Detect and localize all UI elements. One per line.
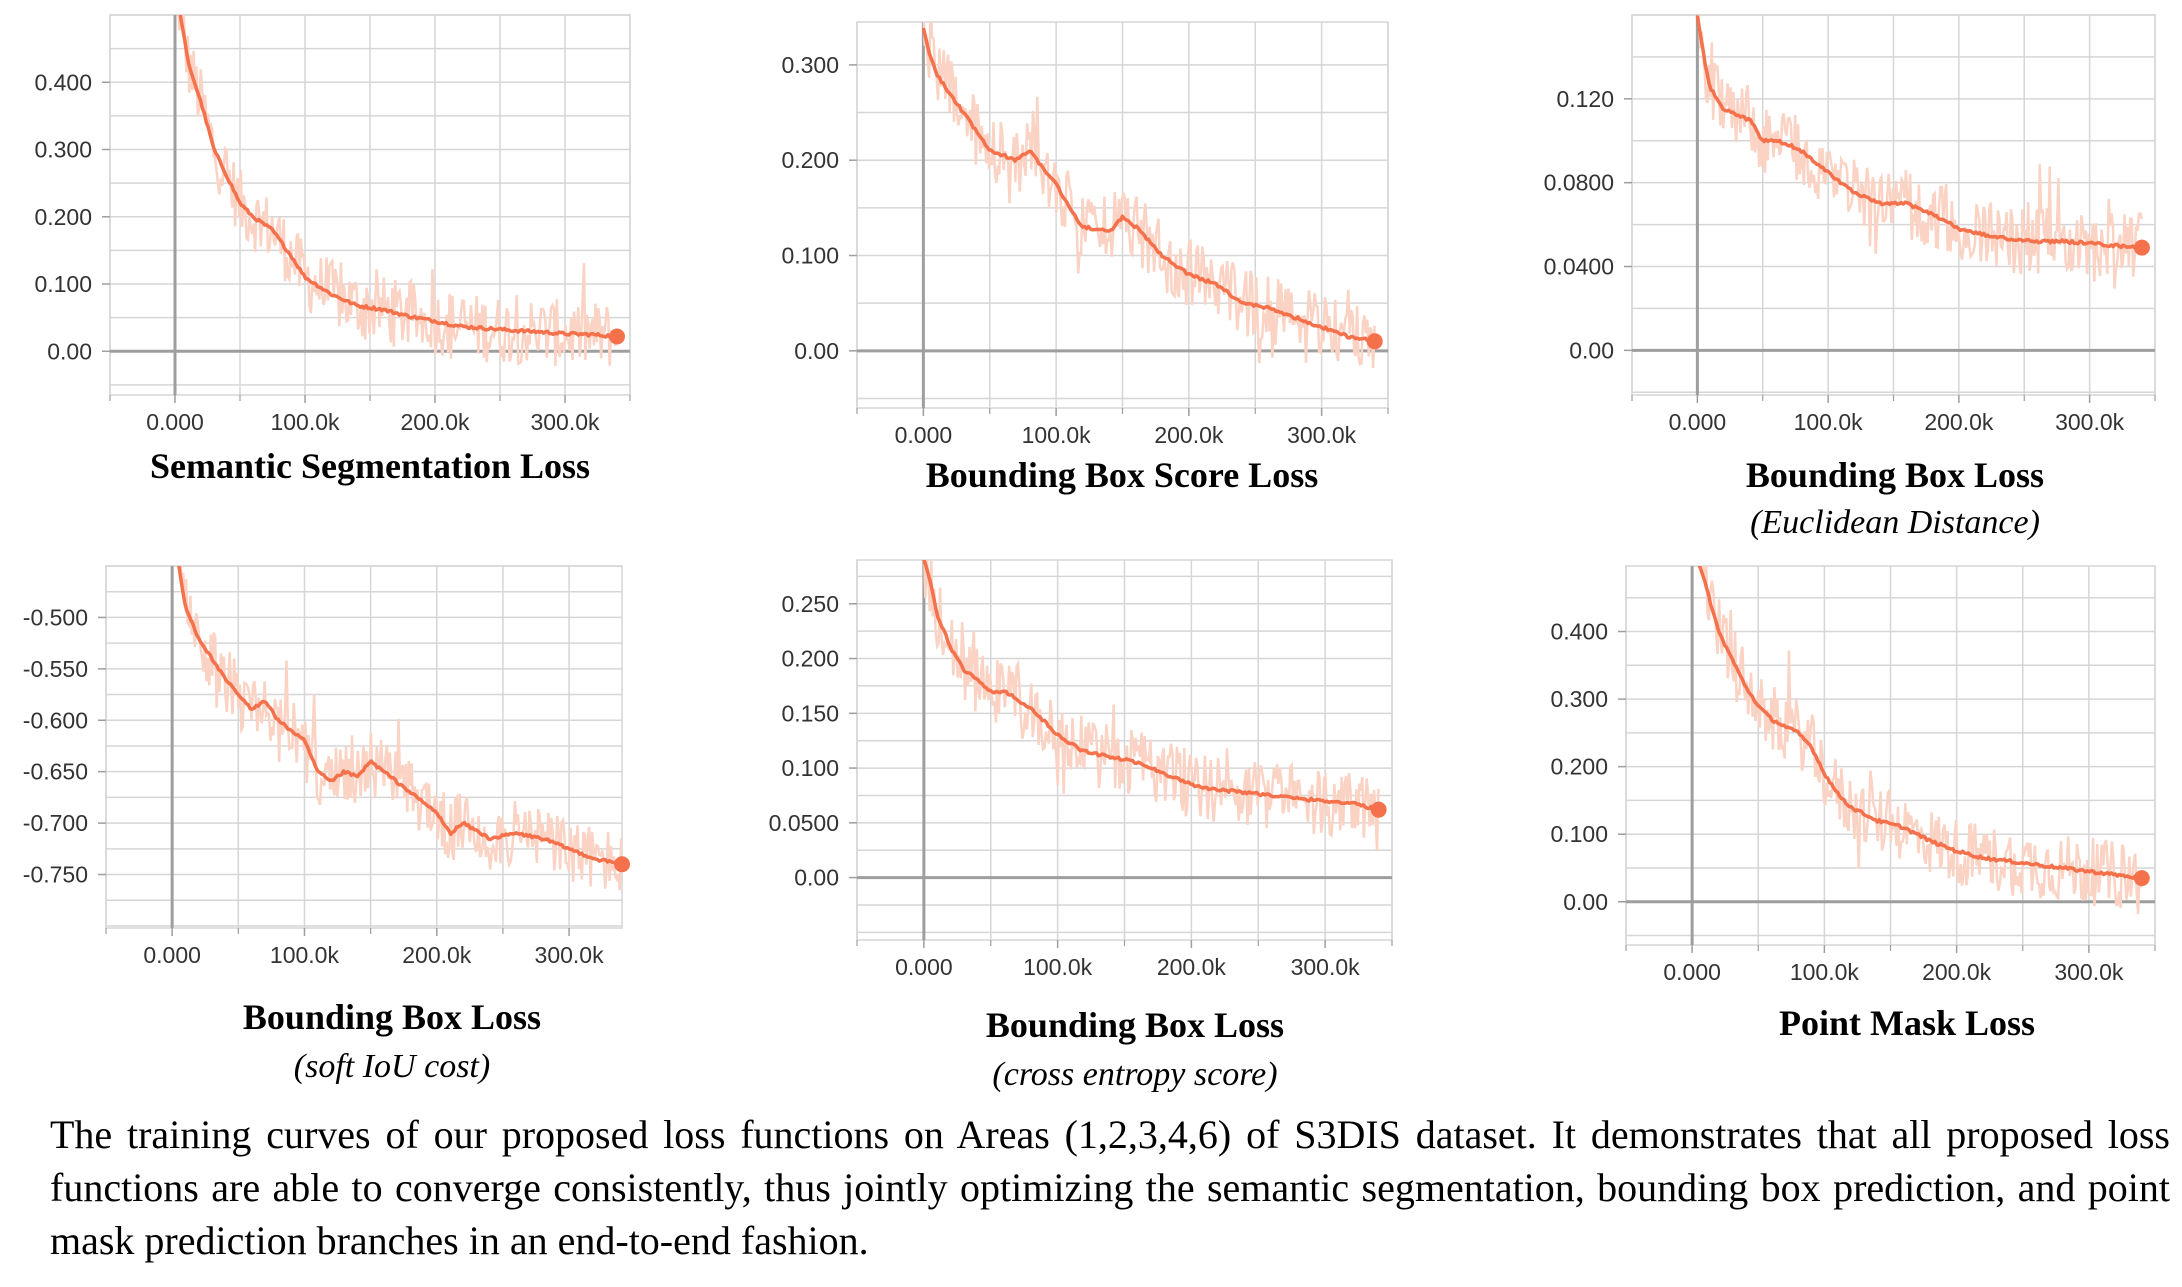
x-tick-label: 300.0k xyxy=(535,942,605,968)
y-tick-label: 0.100 xyxy=(1550,821,1608,847)
x-tick-label: 200.0k xyxy=(1922,959,1992,985)
x-tick-label: 100.0k xyxy=(1794,409,1864,435)
y-tick-label: -0.500 xyxy=(23,604,88,630)
y-tick-label: 0.300 xyxy=(1550,686,1608,712)
chart-title: Point Mask Loss xyxy=(1779,1003,2035,1043)
y-tick-label: 0.0500 xyxy=(769,810,839,836)
x-tick-label: 300.0k xyxy=(1291,954,1361,980)
chart-subtitle: (cross entropy score) xyxy=(992,1056,1277,1093)
smoothed-loss-line xyxy=(922,560,1380,812)
y-tick-label: 0.0800 xyxy=(1544,170,1614,196)
y-tick-label: 0.150 xyxy=(781,700,839,726)
x-tick-label: 0.000 xyxy=(1663,959,1721,985)
x-tick-label: 0.000 xyxy=(146,409,204,435)
x-tick-label: 0.000 xyxy=(895,954,953,980)
x-tick-label: 200.0k xyxy=(402,942,472,968)
x-tick-label: 200.0k xyxy=(1154,422,1224,448)
figure-caption: The training curves of our proposed loss… xyxy=(50,1112,2170,1263)
x-tick-label: 300.0k xyxy=(1287,422,1357,448)
y-tick-label: 0.400 xyxy=(34,69,92,95)
final-value-dot xyxy=(614,856,630,873)
chart-point-mask-loss: 0.000 100.0k 200.0k 300.0k 0.00 0.100 0.200 0.3… xyxy=(1550,565,2156,1043)
smoothed-loss-line xyxy=(178,15,619,339)
chart-title: Semantic Segmentation Loss xyxy=(150,446,590,486)
x-tick-label: 0.000 xyxy=(143,942,201,968)
y-tick-label: 0.400 xyxy=(1550,619,1608,645)
plot-frame xyxy=(105,565,623,929)
y-tick-label: -0.750 xyxy=(23,862,88,888)
y-tick-label: 0.120 xyxy=(1556,86,1614,112)
chart-subtitle: (soft IoU cost) xyxy=(294,1048,490,1085)
chart-title: Bounding Box Score Loss xyxy=(926,455,1318,495)
y-tick-label: 0.100 xyxy=(781,243,839,269)
y-tick-label: 0.250 xyxy=(781,591,839,617)
raw-loss-line xyxy=(177,15,619,366)
raw-loss-line xyxy=(1697,15,2144,289)
grid xyxy=(1625,565,2156,946)
y-tick-label: 0.00 xyxy=(1569,337,1614,363)
y-tick-label: 0.200 xyxy=(781,147,839,173)
chart-bounding-box-loss-cross-entropy: 0.000 100.0k 200.0k 300.0k 0.00 0.0500 0.100 0.… xyxy=(769,559,1393,1093)
chart-semantic-segmentation-loss: 0.000 100.0k 200.0k 300.0k 0.00 0.100 0.200 0.3… xyxy=(34,14,631,486)
chart-bounding-box-loss-soft-iou: 0.000 100.0k 200.0k 300.0k -0.750 -0.700 -0.65… xyxy=(23,565,630,1085)
smoothed-loss-line xyxy=(1697,566,2144,880)
chart-title: Bounding Box Loss xyxy=(986,1005,1284,1045)
final-value-dot xyxy=(1370,801,1387,818)
x-tick-label: 200.0k xyxy=(1924,409,1994,435)
x-tick-label: 300.0k xyxy=(530,409,600,435)
x-tick-label: 100.0k xyxy=(1022,422,1092,448)
final-value-dot xyxy=(1366,333,1383,350)
x-tick-label: 100.0k xyxy=(270,409,340,435)
x-tick-label: 300.0k xyxy=(2055,409,2125,435)
smoothed-loss-line xyxy=(921,27,1376,344)
y-tick-label: 0.100 xyxy=(781,755,839,781)
x-tick-label: 0.000 xyxy=(1669,409,1727,435)
x-tick-label: 0.000 xyxy=(895,422,953,448)
y-tick-label: 0.00 xyxy=(794,338,839,364)
x-tick-label: 300.0k xyxy=(2054,959,2124,985)
y-tick-label: 0.00 xyxy=(47,338,92,364)
chart-bounding-box-loss-euclidean: 0.000 100.0k 200.0k 300.0k 0.00 0.0400 0.0800 0… xyxy=(1544,14,2156,541)
y-tick-label: 0.0400 xyxy=(1544,254,1614,280)
final-value-dot xyxy=(609,328,625,345)
x-tick-label: 100.0k xyxy=(270,942,340,968)
grid xyxy=(856,21,1389,409)
y-tick-label: 0.200 xyxy=(781,646,839,672)
y-tick-label: -0.600 xyxy=(23,707,88,733)
smoothed-loss-line xyxy=(1695,15,2143,251)
raw-loss-line xyxy=(1700,566,2143,915)
x-tick-label: 200.0k xyxy=(400,409,470,435)
y-tick-label: -0.650 xyxy=(23,759,88,785)
raw-loss-line xyxy=(923,560,1380,851)
final-value-dot xyxy=(2133,870,2150,887)
chart-subtitle: (Euclidean Distance) xyxy=(1750,504,2040,541)
chart-title: Bounding Box Loss xyxy=(1746,455,2044,495)
y-tick-label: 0.00 xyxy=(1563,889,1608,915)
final-value-dot xyxy=(2133,239,2150,256)
smoothed-loss-line xyxy=(177,566,622,867)
raw-loss-line xyxy=(922,22,1376,368)
raw-loss-line xyxy=(179,566,622,891)
y-tick-label: 0.200 xyxy=(34,204,92,230)
x-tick-label: 100.0k xyxy=(1790,959,1860,985)
y-tick-label: 0.300 xyxy=(34,137,92,163)
y-tick-label: 0.100 xyxy=(34,271,92,297)
x-tick-label: 200.0k xyxy=(1157,954,1227,980)
y-tick-label: 0.300 xyxy=(781,52,839,78)
chart-title: Bounding Box Loss xyxy=(243,997,541,1037)
y-tick-label: -0.700 xyxy=(23,810,88,836)
x-tick-label: 100.0k xyxy=(1023,954,1093,980)
y-tick-label: 0.00 xyxy=(794,865,839,891)
grid xyxy=(109,14,631,396)
chart-bounding-box-score-loss: 0.000 100.0k 200.0k 300.0k 0.00 0.100 0.200 0.3… xyxy=(781,21,1389,495)
y-tick-label: -0.550 xyxy=(23,656,88,682)
y-tick-label: 0.200 xyxy=(1550,754,1608,780)
